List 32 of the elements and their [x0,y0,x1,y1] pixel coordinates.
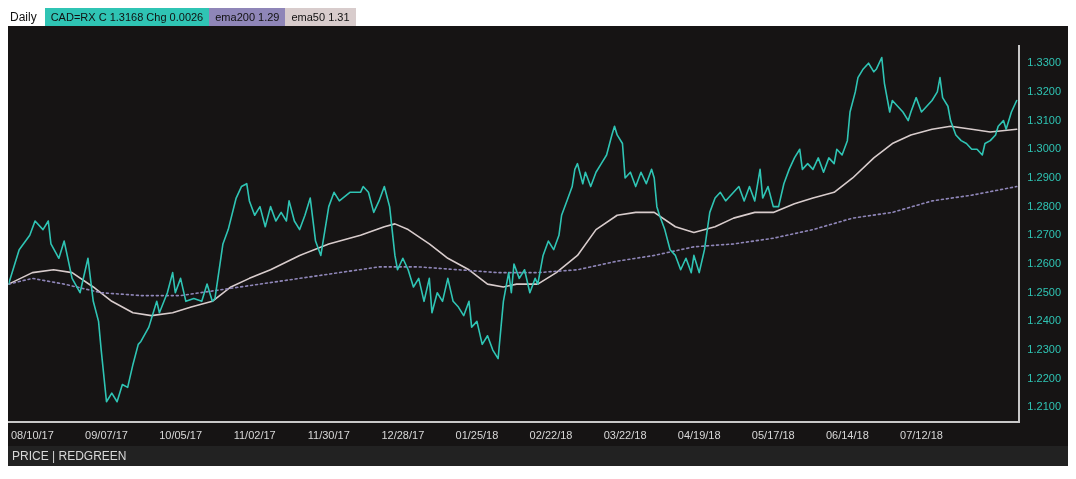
text: CAD=RX C 1.3168 Chg 0.0026 [44,8,210,26]
x-tick-label: 03/22/18 [603,429,647,442]
x-tick-label: 02/22/18 [529,429,573,442]
y-tick-label: 1.2500 [1027,285,1062,298]
x-tick-label: 07/12/18 [900,429,943,442]
x-tick-label: 11/02/17 [233,429,276,442]
y-tick-label: 1.2700 [1027,228,1062,241]
y-tick-label: 1.2600 [1027,257,1062,270]
line-series [8,185,1018,297]
text: ema200 1.29 [209,8,286,26]
x-tick-label: 01/25/18 [455,429,499,442]
y-tick-label: 1.3200 [1027,84,1062,97]
x-tick-label: 12/28/17 [381,429,425,442]
x-tick-label: 09/07/17 [85,429,128,442]
chart-title: Daily [9,10,38,24]
y-tick-label: 1.2900 [1027,170,1062,183]
text: PRICE | REDGREEN [8,446,1068,466]
x-tick-label: 05/17/18 [751,429,795,442]
y-tick-label: 1.3100 [1027,113,1062,126]
y-tick-label: 1.2200 [1027,371,1062,384]
x-tick-label: 10/05/17 [159,429,202,442]
text: ema50 1.31 [285,8,356,26]
y-tick-label: 1.2400 [1027,314,1062,327]
x-tick-label: 11/30/17 [307,429,350,442]
y-tick-label: 1.2100 [1027,400,1062,413]
y-tick-label: 1.3000 [1027,142,1062,155]
y-tick-label: 1.2300 [1027,343,1062,356]
y-tick-label: 1.3300 [1027,56,1062,69]
x-tick-label: 08/10/17 [11,429,54,442]
x-tick-label: 06/14/18 [825,429,869,442]
y-tick-label: 1.2800 [1027,199,1062,212]
x-tick-label: 04/19/18 [677,429,721,442]
